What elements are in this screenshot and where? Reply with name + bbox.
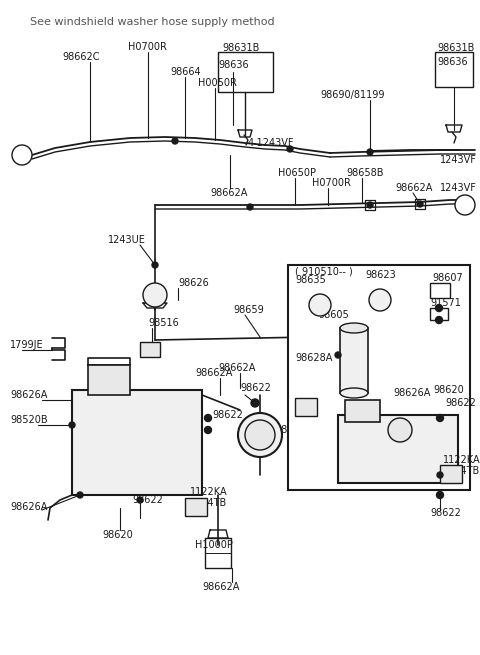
Circle shape xyxy=(435,305,443,312)
Text: 98510A: 98510A xyxy=(275,425,312,435)
Circle shape xyxy=(417,201,423,207)
Text: H0050R: H0050R xyxy=(198,78,237,88)
Text: 98636: 98636 xyxy=(437,57,468,67)
Text: H1000P: H1000P xyxy=(195,540,233,550)
Text: 98622: 98622 xyxy=(132,495,163,505)
Circle shape xyxy=(335,352,341,358)
Text: 1122KA: 1122KA xyxy=(300,387,337,397)
Bar xyxy=(338,415,458,483)
Text: 98662A: 98662A xyxy=(210,188,247,198)
Bar xyxy=(430,283,450,298)
Text: A: A xyxy=(19,151,25,160)
Text: 1122KA: 1122KA xyxy=(443,455,480,465)
Text: 98662A: 98662A xyxy=(195,368,232,378)
Circle shape xyxy=(12,145,32,165)
Circle shape xyxy=(287,146,293,152)
Text: 98626A: 98626A xyxy=(10,502,48,512)
Circle shape xyxy=(435,316,443,324)
Text: 1243VF: 1243VF xyxy=(440,155,477,165)
Ellipse shape xyxy=(340,388,368,398)
Text: 98626A: 98626A xyxy=(393,388,431,398)
Text: 98631B: 98631B xyxy=(437,43,474,53)
Text: 98662A: 98662A xyxy=(395,183,432,193)
Circle shape xyxy=(367,149,373,155)
Text: 98626: 98626 xyxy=(178,278,209,288)
Text: 1243VF: 1243VF xyxy=(440,183,477,193)
Circle shape xyxy=(437,472,443,478)
Text: 98658B: 98658B xyxy=(346,168,384,178)
Text: See windshield washer hose supply method: See windshield washer hose supply method xyxy=(30,17,275,27)
Bar xyxy=(435,52,473,87)
Text: 98623: 98623 xyxy=(365,270,396,280)
Text: H0700R: H0700R xyxy=(312,178,351,188)
Bar xyxy=(295,398,317,416)
Text: 1243UE: 1243UE xyxy=(108,235,146,245)
Circle shape xyxy=(388,418,412,442)
Circle shape xyxy=(69,422,75,428)
Circle shape xyxy=(238,413,282,457)
Circle shape xyxy=(77,492,83,498)
Text: 98664: 98664 xyxy=(170,67,201,77)
Text: 98662A: 98662A xyxy=(218,363,255,373)
Text: 98516: 98516 xyxy=(148,318,179,328)
Circle shape xyxy=(204,426,212,434)
Text: 98622: 98622 xyxy=(212,410,243,420)
Ellipse shape xyxy=(340,323,368,333)
Text: 98628A: 98628A xyxy=(295,353,332,363)
Text: 98631B: 98631B xyxy=(222,43,259,53)
Bar xyxy=(288,265,470,490)
Bar xyxy=(218,52,273,92)
Bar xyxy=(430,308,448,320)
Text: 98607: 98607 xyxy=(432,273,463,283)
Text: 98636: 98636 xyxy=(218,60,249,70)
Bar xyxy=(140,342,160,357)
Circle shape xyxy=(247,204,253,210)
Text: 98622: 98622 xyxy=(445,398,476,408)
Circle shape xyxy=(436,415,444,422)
Bar xyxy=(440,465,462,483)
Text: H0700R: H0700R xyxy=(128,42,167,52)
Text: 98605: 98605 xyxy=(318,310,349,320)
Bar xyxy=(185,498,207,516)
Circle shape xyxy=(143,283,167,307)
Text: 98690/81199: 98690/81199 xyxy=(320,90,384,100)
Circle shape xyxy=(251,399,259,407)
Circle shape xyxy=(172,138,178,144)
Bar xyxy=(88,365,130,395)
Text: ( 910510-- ): ( 910510-- ) xyxy=(295,267,353,277)
Circle shape xyxy=(245,420,275,450)
Text: 91571: 91571 xyxy=(430,298,461,308)
Circle shape xyxy=(204,415,212,422)
Text: 1124TB: 1124TB xyxy=(300,398,337,408)
Circle shape xyxy=(309,294,331,316)
Bar xyxy=(340,328,368,393)
Bar xyxy=(345,400,380,422)
Circle shape xyxy=(369,289,391,311)
Text: 1799JE: 1799JE xyxy=(10,340,44,350)
Text: 98620: 98620 xyxy=(433,385,464,395)
Text: 98622: 98622 xyxy=(240,383,271,393)
Text: 98622: 98622 xyxy=(430,508,461,518)
Bar xyxy=(72,390,202,495)
Circle shape xyxy=(436,491,444,498)
Text: 98620: 98620 xyxy=(102,530,133,540)
Circle shape xyxy=(367,202,373,208)
Text: 98662A: 98662A xyxy=(202,582,240,592)
Circle shape xyxy=(152,262,158,268)
Text: 98662C: 98662C xyxy=(62,52,99,62)
Text: 98626A: 98626A xyxy=(10,390,48,400)
Text: 1122KA: 1122KA xyxy=(190,487,228,497)
Text: 4-1243VF: 4-1243VF xyxy=(248,138,295,148)
Text: H0650P: H0650P xyxy=(278,168,316,178)
Text: 1124TB: 1124TB xyxy=(190,498,227,508)
Circle shape xyxy=(137,497,143,503)
Text: 98659: 98659 xyxy=(233,305,264,315)
Text: A: A xyxy=(462,200,468,210)
Text: 1124TB: 1124TB xyxy=(443,466,480,476)
Text: 98520B: 98520B xyxy=(10,415,48,425)
Text: 98635: 98635 xyxy=(295,275,326,285)
Circle shape xyxy=(455,195,475,215)
